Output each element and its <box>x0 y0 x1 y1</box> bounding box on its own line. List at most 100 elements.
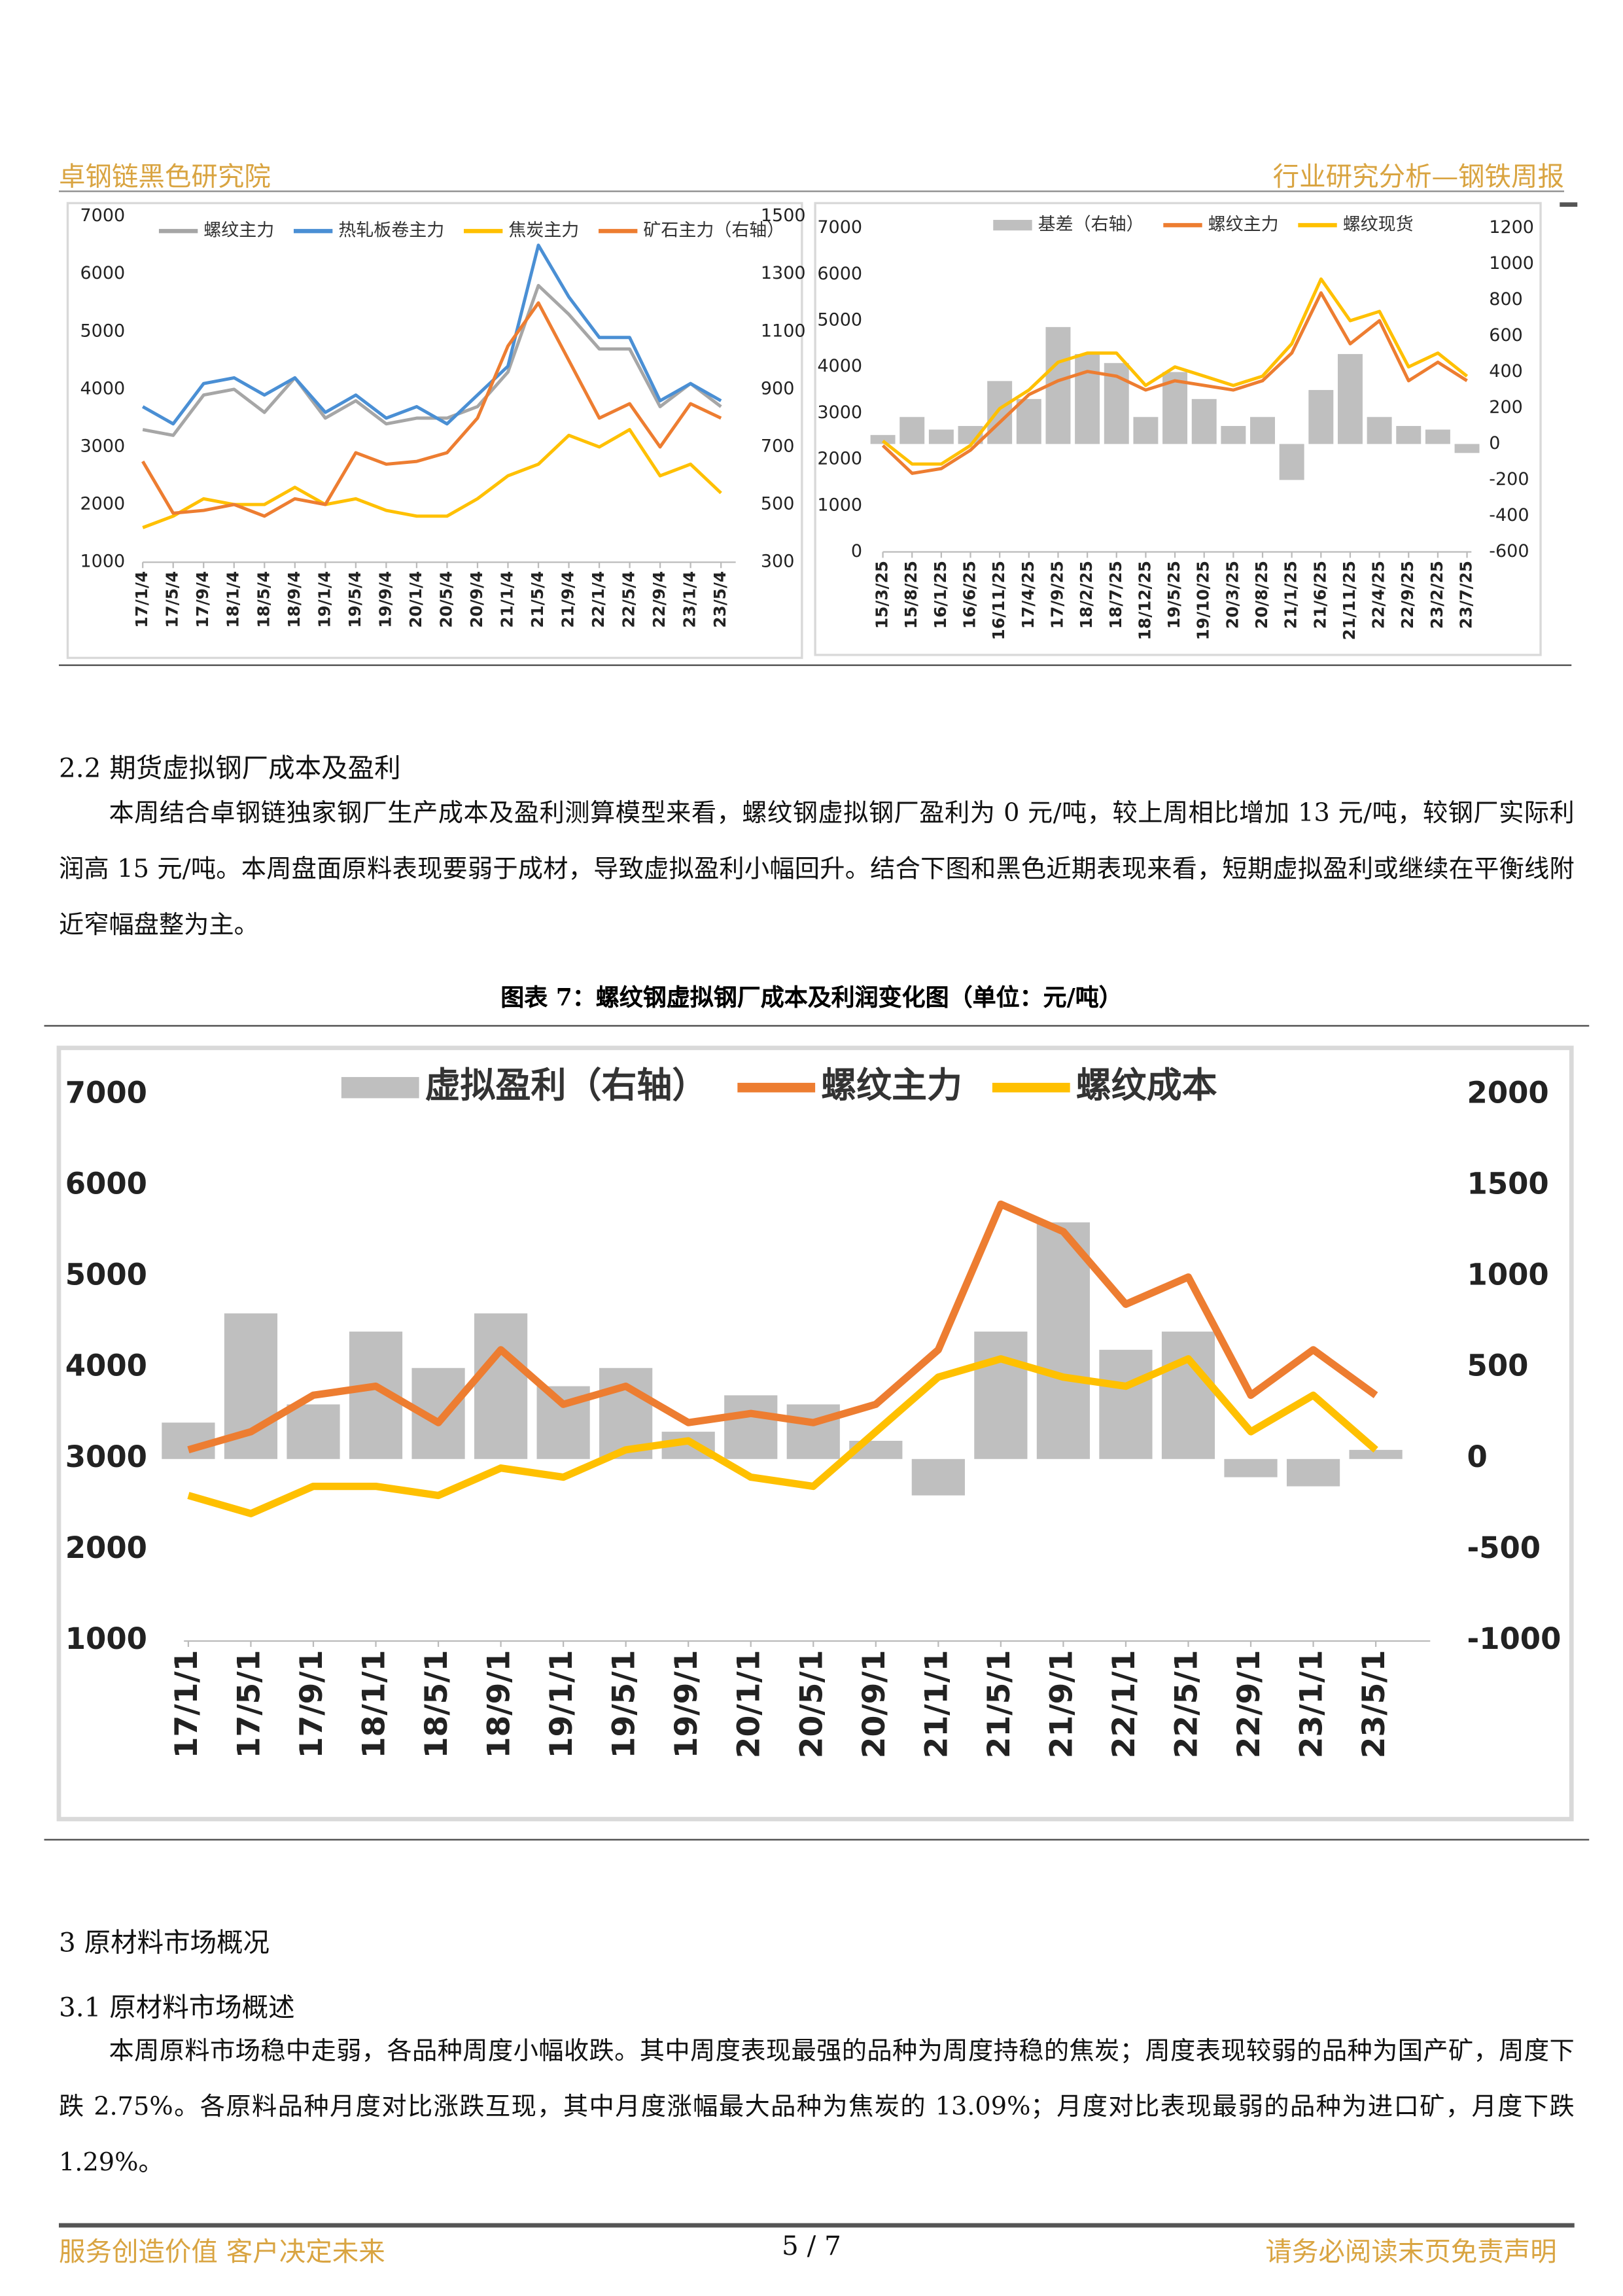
sub-heading: 3.1 原材料市场概述 <box>58 1992 295 2024</box>
y-tick-label: 5000 <box>65 1258 147 1292</box>
x-tick-label: 18/9/1 <box>481 1650 517 1758</box>
bar <box>1286 1458 1340 1487</box>
x-tick-label: 18/12/25 <box>1135 561 1154 640</box>
y2-tick-label: -500 <box>1467 1530 1541 1565</box>
x-tick-label: 20/9/1 <box>856 1650 892 1758</box>
bar <box>1349 1449 1403 1459</box>
x-tick-label: 19/5/4 <box>345 571 364 628</box>
y2-tick-label: 1500 <box>1467 1167 1549 1201</box>
y-tick-label: 3000 <box>80 436 126 457</box>
y-tick-label: 6000 <box>817 264 862 284</box>
bar <box>1036 1222 1091 1459</box>
bar <box>928 429 954 444</box>
line-series <box>187 1355 1378 1517</box>
bar <box>1337 354 1363 444</box>
x-tick-label: 22/9/4 <box>650 571 669 628</box>
bar <box>786 1404 840 1459</box>
y-tick-label: 7000 <box>80 205 126 226</box>
y2-tick-label: 1500 <box>761 205 806 226</box>
x-tick-label: 23/1/1 <box>1294 1650 1330 1758</box>
x-tick-label: 17/4/25 <box>1019 561 1038 629</box>
y2-tick-label: 600 <box>1489 325 1523 345</box>
bar <box>1016 398 1041 444</box>
y2-tick-label: 800 <box>1489 289 1523 309</box>
bar <box>724 1395 778 1459</box>
y-tick-label: 4000 <box>817 356 862 376</box>
x-tick-label: 22/9/1 <box>1231 1650 1267 1758</box>
y-tick-label: 3000 <box>817 402 862 423</box>
y-tick-label: 2000 <box>65 1530 147 1565</box>
x-tick-label: 18/5/1 <box>419 1650 455 1758</box>
y-tick-label: 1000 <box>817 495 862 515</box>
bar <box>974 1332 1028 1459</box>
y2-tick-label: 900 <box>761 378 795 398</box>
y2-tick-label: 400 <box>1489 361 1523 381</box>
y2-tick-label: 700 <box>761 436 795 457</box>
x-tick-label: 23/5/4 <box>710 571 729 628</box>
y2-tick-label: 500 <box>761 494 795 514</box>
bar <box>1454 444 1480 453</box>
legend-label: 螺纹主力 <box>1208 215 1279 235</box>
section-heading: 2.2 期货虚拟钢厂成本及盈利 <box>58 753 401 785</box>
x-tick-label: 20/9/4 <box>467 571 486 628</box>
y-tick-label: 6000 <box>65 1167 147 1201</box>
y2-tick-label: 2000 <box>1467 1075 1549 1110</box>
y2-tick-label: 1000 <box>1467 1258 1549 1292</box>
y2-tick-label: 1100 <box>761 321 806 341</box>
legend-label: 虚拟盈利（右轴） <box>425 1065 708 1106</box>
x-tick-label: 19/10/25 <box>1194 561 1213 640</box>
x-tick-label: 17/1/4 <box>132 571 151 628</box>
legend-label: 基差（右轴） <box>1038 215 1144 235</box>
x-tick-label: 21/9/4 <box>559 571 578 628</box>
y2-tick-label: 1000 <box>1489 253 1534 274</box>
x-tick-label: 17/5/1 <box>231 1650 267 1758</box>
y-tick-label: 6000 <box>80 263 126 283</box>
y2-tick-label: 1300 <box>761 263 806 283</box>
x-tick-label: 21/5/1 <box>981 1650 1017 1758</box>
x-tick-label: 20/5/1 <box>794 1650 829 1758</box>
y-tick-label: 0 <box>851 541 862 561</box>
line-series <box>141 301 722 518</box>
x-tick-label: 22/1/4 <box>589 571 608 628</box>
footer-left: 服务创造价值 客户决定未来 <box>58 2236 385 2269</box>
bar <box>1075 354 1100 444</box>
y2-tick-label: 0 <box>1489 433 1500 453</box>
x-tick-label: 18/5/4 <box>254 571 273 628</box>
legend-label: 矿石主力（右轴） <box>643 221 784 241</box>
x-tick-label: 21/1/4 <box>497 571 516 628</box>
x-tick-label: 18/2/25 <box>1077 561 1096 629</box>
x-tick-label: 18/7/25 <box>1106 561 1125 629</box>
y-tick-label: 3000 <box>65 1439 147 1474</box>
x-tick-label: 15/8/25 <box>901 561 920 629</box>
x-tick-label: 23/7/25 <box>1457 561 1476 629</box>
x-tick-label: 17/9/1 <box>294 1650 330 1758</box>
x-tick-label: 21/6/25 <box>1310 561 1329 629</box>
x-tick-label: 22/4/25 <box>1369 561 1388 629</box>
bar <box>1279 444 1304 480</box>
x-tick-label: 19/1/1 <box>544 1650 580 1758</box>
x-tick-label: 20/3/25 <box>1223 561 1242 629</box>
legend-swatch <box>993 220 1032 231</box>
x-tick-label: 22/1/1 <box>1106 1650 1142 1758</box>
legend-swatch <box>341 1077 419 1099</box>
x-tick-label: 16/11/25 <box>989 561 1008 640</box>
legend-label: 焦炭主力 <box>508 221 579 241</box>
y2-tick-label: -400 <box>1489 505 1529 525</box>
x-tick-label: 17/9/4 <box>193 571 212 628</box>
x-tick-label: 19/5/1 <box>606 1650 642 1758</box>
y-tick-label: 5000 <box>80 321 126 341</box>
x-tick-label: 19/9/1 <box>669 1650 705 1758</box>
x-tick-label: 22/5/4 <box>620 571 638 628</box>
x-tick-label: 16/1/25 <box>931 561 950 629</box>
y-tick-label: 7000 <box>65 1075 147 1110</box>
legend-label: 螺纹现货 <box>1343 215 1414 235</box>
y-tick-label: 2000 <box>817 449 862 469</box>
bar <box>911 1458 965 1496</box>
x-tick-label: 15/3/25 <box>873 561 892 629</box>
bar <box>1221 426 1246 444</box>
x-tick-label: 19/9/4 <box>375 571 394 628</box>
y-tick-label: 4000 <box>80 378 126 398</box>
x-tick-label: 22/9/25 <box>1398 561 1417 629</box>
